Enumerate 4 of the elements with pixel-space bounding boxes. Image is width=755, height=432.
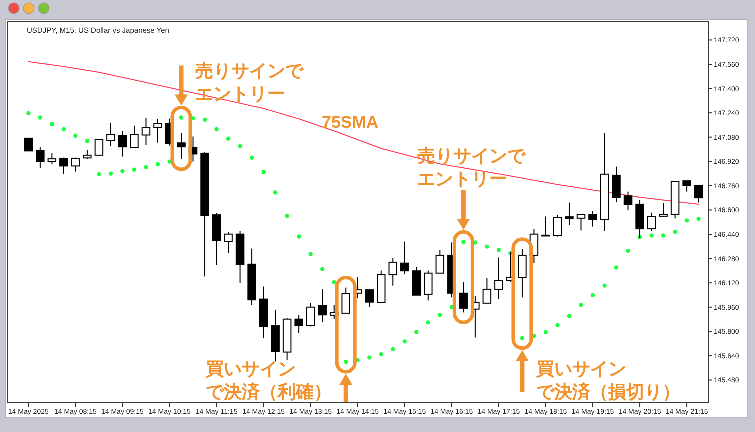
annotation: 買いサインで決済（利確）: [205, 359, 332, 402]
annotation: 買いサインで決済（損切り）: [512, 238, 680, 402]
annotation: 買いサインで決済（損切り）: [535, 359, 680, 402]
annotation: 買いサインで決済（利確）: [206, 276, 357, 402]
